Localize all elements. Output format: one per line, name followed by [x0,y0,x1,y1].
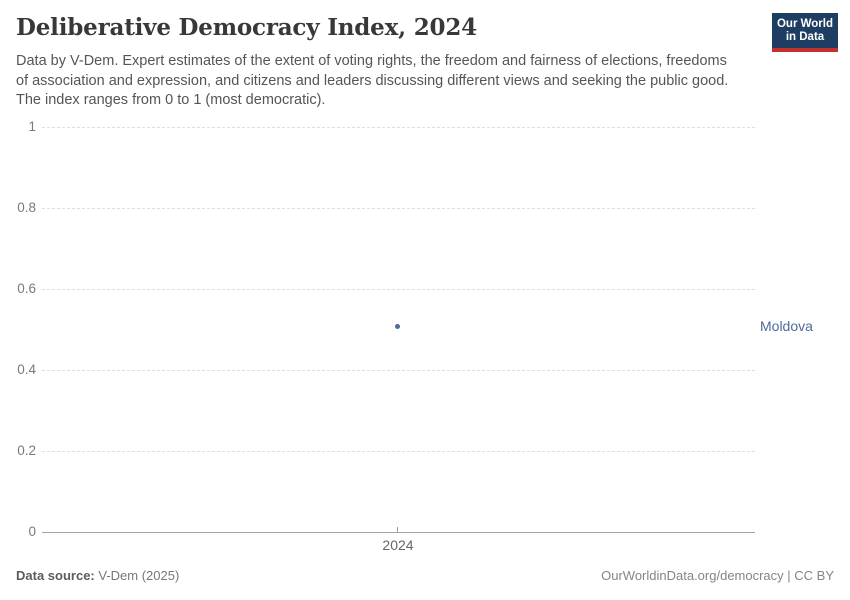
y-tick-label-0.8: 0.8 [17,200,36,215]
gridline-0.6 [42,289,755,290]
data-point-moldova[interactable] [395,324,400,329]
x-tick-label-2024: 2024 [382,537,414,553]
subtitle-line-1: Data by V-Dem. Expert estimates of the e… [16,53,727,69]
x-axis-line [42,532,755,533]
gridline-0.4 [42,370,755,371]
y-tick-label-0: 0 [28,524,36,539]
y-tick-label-0.2: 0.2 [17,443,36,458]
data-source-note: Data source: V-Dem (2025) [16,568,179,583]
gridline-0.8 [42,208,755,209]
entity-label-moldova[interactable]: Moldova [760,318,813,334]
y-tick-label-1.0: 1 [28,119,36,134]
x-tick-mark-2024 [397,527,398,532]
subtitle-line-3: The index ranges from 0 to 1 (most democ… [16,92,326,108]
y-tick-label-0.4: 0.4 [17,362,36,377]
data-source-value: V-Dem (2025) [98,568,180,583]
page-title: Deliberative Democracy Index, 2024 [16,14,477,41]
owid-logo-line2: in Data [785,31,825,43]
data-source-label: Data source: [16,568,95,583]
subtitle-line-2: of association and expression, and citiz… [16,72,729,89]
credit-link[interactable]: OurWorldinData.org/democracy | CC BY [601,568,834,583]
chart-subtitle: Data by V-Dem. Expert estimates of the e… [16,52,728,111]
owid-logo[interactable]: Our World in Data [772,13,838,52]
y-tick-label-0.6: 0.6 [17,281,36,296]
owid-logo-line1: Our World [776,18,833,30]
gridline-0.2 [42,451,755,452]
gridline-1.0 [42,127,755,128]
